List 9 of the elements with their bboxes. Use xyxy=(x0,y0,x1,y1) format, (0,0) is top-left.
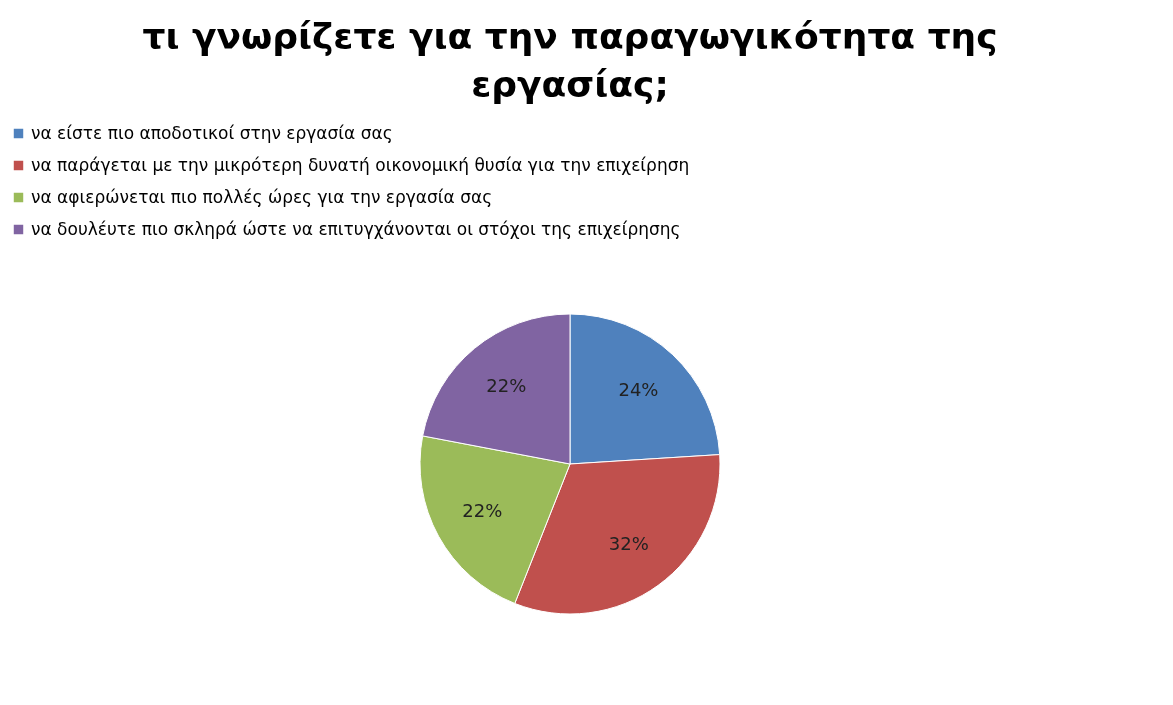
data-label: 32% xyxy=(608,532,649,554)
chart-title: τι γνωρίζετε για την παραγωγικότητα της εργασίας; xyxy=(142,16,998,105)
data-label: 24% xyxy=(618,379,659,401)
data-label: 22% xyxy=(462,500,503,522)
data-label: 22% xyxy=(486,374,527,396)
legend-label: να είστε πιο αποδοτικοί στην εργασία σας xyxy=(31,122,393,143)
legend-label: να παράγεται με την μικρότερη δυνατή οικονομική θυσία για την επιχείρηση xyxy=(31,154,690,175)
legend-label: να δουλέυτε πιο σκληρά ώστε να επιτυγχάνονται οι στόχοι της επιχείρησης xyxy=(31,218,681,239)
legend-label: να αφιερώνεται πιο πολλές ώρες για την εργασία σας xyxy=(31,186,493,207)
